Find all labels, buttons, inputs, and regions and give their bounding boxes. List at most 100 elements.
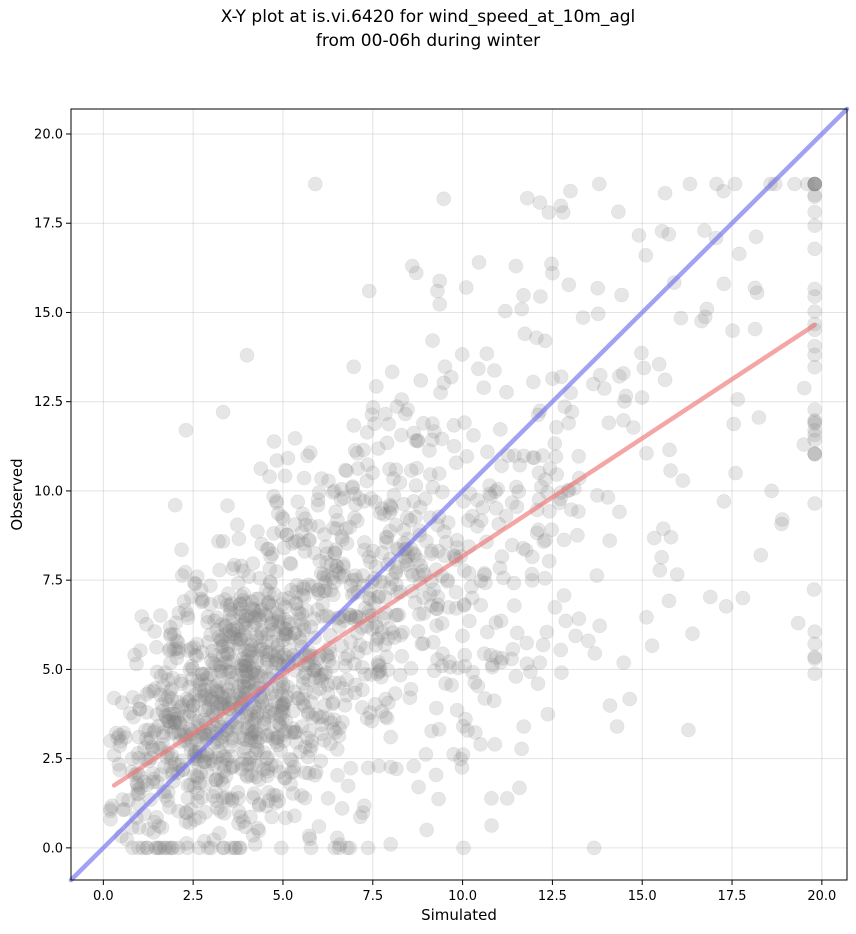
data-point (213, 804, 228, 819)
data-point (343, 634, 359, 650)
data-point (426, 663, 442, 679)
chart-title-line-1: X-Y plot at is.vi.6420 for wind_speed_at… (220, 7, 636, 27)
data-point (225, 730, 240, 746)
data-point (312, 681, 328, 696)
data-point (170, 711, 185, 726)
data-point (354, 700, 370, 715)
data-point (217, 691, 233, 707)
data-point (200, 747, 215, 763)
data-point (229, 719, 244, 735)
data-point (807, 218, 823, 233)
data-point (494, 650, 510, 666)
data-point (131, 840, 146, 856)
data-point (399, 557, 415, 572)
data-point (146, 724, 162, 740)
data-point (389, 761, 404, 777)
data-point (312, 671, 328, 686)
data-point (190, 673, 206, 689)
data-point (483, 489, 499, 504)
data-point (170, 634, 186, 650)
data-point (591, 176, 607, 192)
data-point (379, 530, 395, 546)
data-point (446, 417, 462, 433)
data-point (304, 733, 320, 749)
data-point (436, 191, 452, 207)
data-point (347, 510, 362, 526)
data-point (457, 563, 472, 578)
data-point (338, 521, 354, 537)
data-point (171, 644, 186, 660)
data-point (541, 553, 557, 569)
data-point (524, 566, 540, 582)
data-point (131, 750, 147, 766)
data-point (378, 529, 394, 545)
data-point (557, 399, 573, 415)
data-point (277, 468, 293, 484)
data-point (162, 800, 177, 815)
data-point (277, 621, 293, 637)
data-point (437, 548, 452, 564)
data-point (494, 458, 509, 474)
data-point (270, 729, 286, 745)
data-point (294, 616, 310, 632)
data-point (248, 745, 263, 761)
data-point (171, 840, 186, 856)
data-point (318, 539, 334, 555)
data-point (168, 715, 183, 730)
data-point (367, 696, 383, 712)
data-point (125, 840, 140, 856)
data-point (245, 827, 261, 843)
data-point (279, 527, 295, 543)
data-point (697, 309, 713, 325)
data-point (266, 434, 282, 449)
data-point (153, 767, 168, 782)
data-point (409, 460, 424, 476)
data-point (184, 658, 199, 674)
data-point (301, 672, 316, 688)
data-point (233, 658, 248, 674)
data-point (238, 679, 253, 695)
data-point (327, 545, 342, 561)
data-point (260, 761, 275, 776)
data-point (290, 533, 306, 548)
data-point (136, 774, 152, 790)
data-point (149, 639, 164, 655)
data-point (280, 689, 295, 705)
data-point (411, 779, 426, 795)
data-point (189, 768, 205, 784)
data-point (275, 680, 291, 695)
data-point (217, 592, 233, 607)
data-point (407, 547, 423, 563)
data-point (251, 591, 266, 607)
data-point (482, 486, 497, 502)
data-point (709, 176, 724, 192)
data-point (360, 760, 376, 776)
data-point (508, 258, 524, 274)
data-point (496, 570, 511, 586)
data-point (299, 603, 314, 618)
data-point (456, 494, 471, 509)
data-point (456, 598, 472, 613)
data-point (402, 690, 418, 706)
data-point (807, 176, 823, 192)
data-point (259, 647, 275, 663)
data-point (184, 589, 199, 605)
data-point (486, 693, 502, 709)
data-point (268, 758, 284, 774)
data-point (132, 701, 148, 717)
data-point (116, 725, 132, 741)
data-point (261, 594, 277, 610)
data-point (220, 639, 236, 655)
data-point (236, 678, 252, 694)
data-point (239, 721, 255, 737)
data-point (192, 775, 207, 791)
data-point (239, 732, 255, 748)
data-point (335, 532, 350, 547)
data-point (383, 729, 399, 745)
data-point (236, 627, 251, 643)
data-point (524, 549, 540, 565)
data-point (182, 679, 197, 695)
data-point (371, 758, 387, 774)
data-point (410, 552, 426, 568)
data-point (394, 427, 409, 443)
